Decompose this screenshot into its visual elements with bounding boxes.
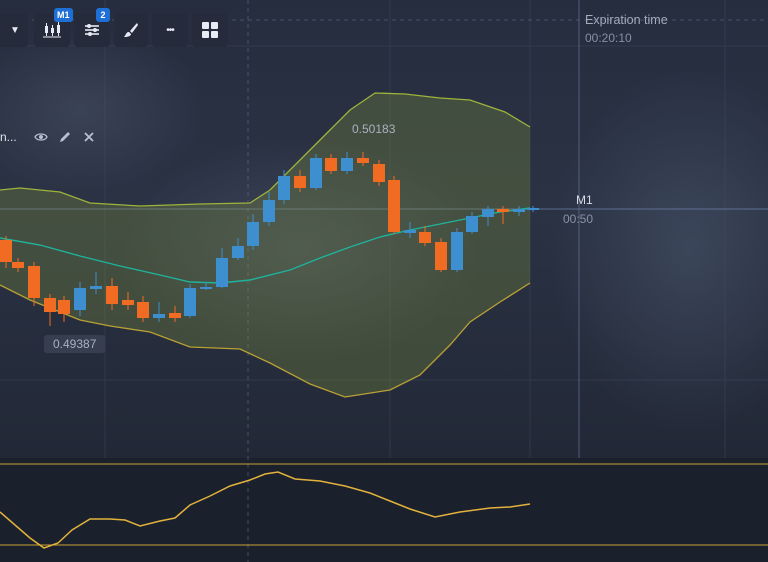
timeframe-marker-time: 00:50 (563, 212, 594, 226)
band-high-price: 0.50183 (352, 122, 396, 136)
candle-body (373, 164, 385, 182)
bollinger-upper-line (0, 92, 531, 207)
indicators-badge: 2 (96, 8, 110, 22)
candle-body (153, 314, 165, 318)
candle-body (58, 300, 70, 314)
layout-button[interactable] (192, 13, 228, 47)
more-button[interactable]: ••• (152, 13, 188, 47)
candle-body (106, 286, 118, 304)
candle-body (513, 209, 525, 212)
candle-body (278, 176, 290, 200)
indicators-button[interactable]: 2 (74, 8, 110, 47)
timeframe-marker-label: M1 (576, 193, 593, 207)
candle-body (325, 158, 337, 171)
candle-body (451, 232, 463, 270)
candle-body (169, 313, 181, 318)
chart-type-dropdown[interactable]: ▼ (0, 13, 28, 47)
candle-body (341, 158, 353, 171)
bollinger-lower-line (0, 282, 531, 398)
candle-body (388, 180, 400, 232)
candle-body (184, 288, 196, 316)
candle-body (404, 230, 416, 233)
grid-layout-icon (202, 22, 218, 38)
candle-body (357, 158, 369, 163)
brush-icon (124, 23, 138, 37)
more-icon: ••• (166, 24, 174, 36)
candles-icon (43, 22, 61, 38)
candle-body (466, 216, 478, 232)
chart-background (0, 0, 768, 458)
candlestick-series (0, 152, 539, 326)
chevron-down-icon: ▼ (10, 24, 20, 36)
candle-body (419, 232, 431, 243)
candle-body (527, 208, 539, 210)
oscillator-line (0, 471, 531, 549)
candle-body (200, 287, 212, 289)
timeframe-badge: M1 (54, 8, 73, 22)
eye-icon[interactable] (33, 129, 49, 145)
candle-body (0, 240, 12, 262)
candle-body (482, 209, 494, 217)
candle-body (263, 200, 275, 222)
bollinger-middle-line (0, 207, 531, 284)
expiration-time-label: Expiration time (585, 13, 668, 27)
candle-body (232, 246, 244, 258)
bollinger-band-fill (0, 93, 530, 397)
pencil-icon[interactable] (57, 129, 73, 145)
candle-body (435, 242, 447, 270)
candle-body (497, 209, 509, 212)
band-low-price: 0.49387 (44, 335, 106, 353)
drawing-tools-button[interactable] (114, 13, 148, 47)
timeframe-button[interactable]: M1 (34, 8, 73, 47)
candle-body (74, 288, 86, 310)
candle-body (44, 298, 56, 312)
indicator-name: n... (0, 130, 17, 144)
candle-body (122, 300, 134, 305)
indicator-legend: n... (0, 128, 105, 146)
candle-body (28, 266, 40, 298)
candle-body (310, 158, 322, 188)
candle-body (137, 302, 149, 318)
candle-body (12, 262, 24, 268)
expiration-time-value: 00:20:10 (585, 31, 632, 45)
sliders-icon (85, 24, 99, 36)
close-icon[interactable] (81, 129, 97, 145)
candle-body (247, 222, 259, 246)
candle-body (216, 258, 228, 287)
candle-body (294, 176, 306, 188)
candle-body (90, 286, 102, 289)
